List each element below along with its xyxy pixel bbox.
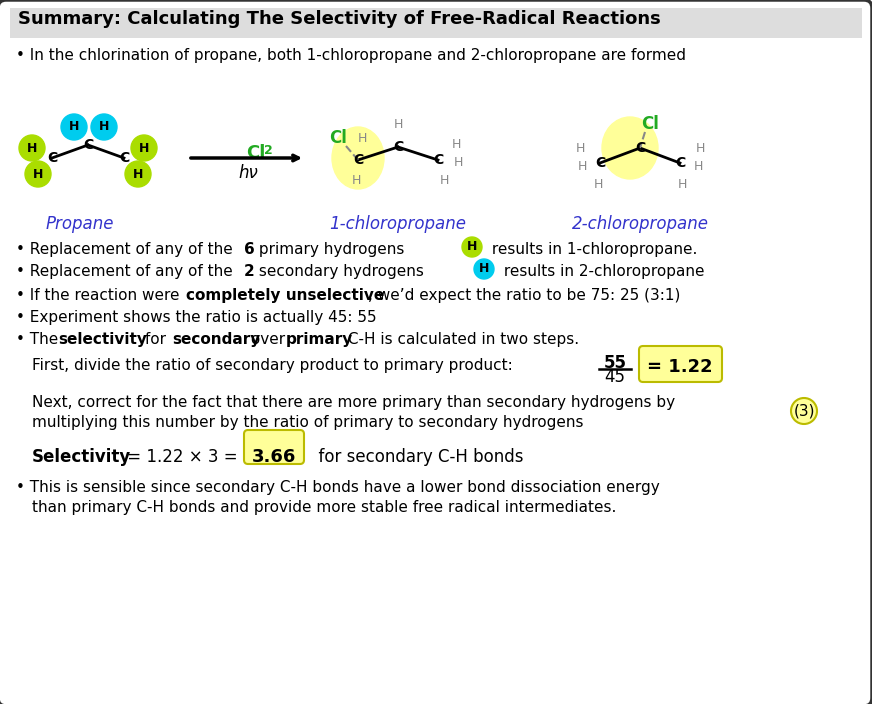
Text: 3.66: 3.66: [252, 448, 296, 466]
Text: H: H: [393, 118, 403, 132]
Text: H: H: [133, 168, 143, 180]
Text: for: for: [140, 332, 171, 347]
Text: H: H: [695, 142, 705, 156]
Circle shape: [61, 114, 87, 140]
FancyBboxPatch shape: [639, 346, 722, 382]
Text: over: over: [246, 332, 290, 347]
Text: completely unselective: completely unselective: [186, 288, 385, 303]
Text: 2-chloropropane: 2-chloropropane: [571, 215, 708, 233]
Text: results in 2-chloropropane: results in 2-chloropropane: [499, 264, 705, 279]
Circle shape: [19, 135, 45, 161]
Circle shape: [25, 161, 51, 187]
Text: H: H: [452, 137, 460, 151]
Text: 45: 45: [604, 368, 625, 386]
Text: • Experiment shows the ratio is actually 45: 55: • Experiment shows the ratio is actually…: [16, 310, 377, 325]
Text: H: H: [99, 120, 109, 134]
Text: C-H is calculated in two steps.: C-H is calculated in two steps.: [343, 332, 579, 347]
Circle shape: [125, 161, 151, 187]
Text: than primary C-H bonds and provide more stable free radical intermediates.: than primary C-H bonds and provide more …: [32, 500, 617, 515]
Ellipse shape: [332, 127, 384, 189]
Text: (3): (3): [794, 403, 814, 418]
Text: C: C: [119, 151, 129, 165]
Text: selectivity: selectivity: [58, 332, 146, 347]
Text: H: H: [467, 241, 477, 253]
Text: Propane: Propane: [45, 215, 114, 233]
Text: secondary hydrogens: secondary hydrogens: [254, 264, 429, 279]
Text: H: H: [693, 161, 703, 173]
Text: = 1.22: = 1.22: [647, 358, 712, 376]
Text: First, divide the ratio of secondary product to primary product:: First, divide the ratio of secondary pro…: [32, 358, 513, 373]
Text: C: C: [83, 138, 93, 152]
Text: for secondary C-H bonds: for secondary C-H bonds: [308, 448, 523, 466]
Text: 55: 55: [603, 354, 626, 372]
Text: primary: primary: [286, 332, 353, 347]
Text: • Replacement of any of the: • Replacement of any of the: [16, 264, 238, 279]
Text: H: H: [358, 132, 367, 144]
Circle shape: [91, 114, 117, 140]
Text: C: C: [675, 156, 685, 170]
Ellipse shape: [602, 117, 658, 179]
Text: , we’d expect the ratio to be 75: 25 (3:1): , we’d expect the ratio to be 75: 25 (3:…: [368, 288, 680, 303]
Text: C: C: [635, 141, 645, 155]
Text: Cl: Cl: [246, 144, 265, 162]
Text: multiplying this number by the ratio of primary to secondary hydrogens: multiplying this number by the ratio of …: [32, 415, 589, 430]
Text: hν: hν: [238, 164, 258, 182]
Circle shape: [474, 259, 494, 279]
Text: C: C: [393, 140, 403, 154]
Text: H: H: [33, 168, 44, 180]
FancyBboxPatch shape: [244, 430, 304, 464]
Text: H: H: [69, 120, 79, 134]
Text: Selectivity: Selectivity: [32, 448, 132, 466]
Text: H: H: [678, 179, 686, 191]
Text: 1-chloropropane: 1-chloropropane: [330, 215, 467, 233]
Text: H: H: [27, 142, 37, 154]
Circle shape: [131, 135, 157, 161]
Text: C: C: [353, 153, 363, 167]
Text: H: H: [593, 179, 603, 191]
FancyBboxPatch shape: [10, 8, 862, 38]
Text: • Replacement of any of the: • Replacement of any of the: [16, 242, 238, 257]
Text: H: H: [351, 173, 361, 187]
Text: H: H: [439, 173, 449, 187]
Text: secondary: secondary: [172, 332, 260, 347]
Text: Next, correct for the fact that there are more primary than secondary hydrogens : Next, correct for the fact that there ar…: [32, 395, 675, 410]
Text: H: H: [139, 142, 149, 154]
Text: • This is sensible since secondary C-H bonds have a lower bond dissociation ener: • This is sensible since secondary C-H b…: [16, 480, 660, 495]
Text: Cl: Cl: [641, 115, 659, 133]
Text: C: C: [47, 151, 58, 165]
Text: 2: 2: [264, 144, 273, 157]
Text: • In the chlorination of propane, both 1-chloropropane and 2-chloropropane are f: • In the chlorination of propane, both 1…: [16, 48, 686, 63]
Text: Summary: Calculating The Selectivity of Free-Radical Reactions: Summary: Calculating The Selectivity of …: [18, 10, 661, 28]
Text: 2: 2: [244, 264, 255, 279]
Text: Cl: Cl: [329, 129, 347, 147]
Text: H: H: [453, 156, 463, 168]
Text: C: C: [595, 156, 605, 170]
Text: • The: • The: [16, 332, 63, 347]
Text: • If the reaction were: • If the reaction were: [16, 288, 184, 303]
Text: H: H: [479, 263, 489, 275]
Text: primary hydrogens: primary hydrogens: [254, 242, 409, 257]
Text: 6: 6: [244, 242, 255, 257]
Text: H: H: [577, 161, 587, 173]
Text: results in 1-chloropropane.: results in 1-chloropropane.: [487, 242, 698, 257]
Circle shape: [791, 398, 817, 424]
Text: = 1.22 × 3 =: = 1.22 × 3 =: [122, 448, 243, 466]
Text: H: H: [576, 142, 585, 156]
Text: C: C: [433, 153, 443, 167]
Circle shape: [462, 237, 482, 257]
